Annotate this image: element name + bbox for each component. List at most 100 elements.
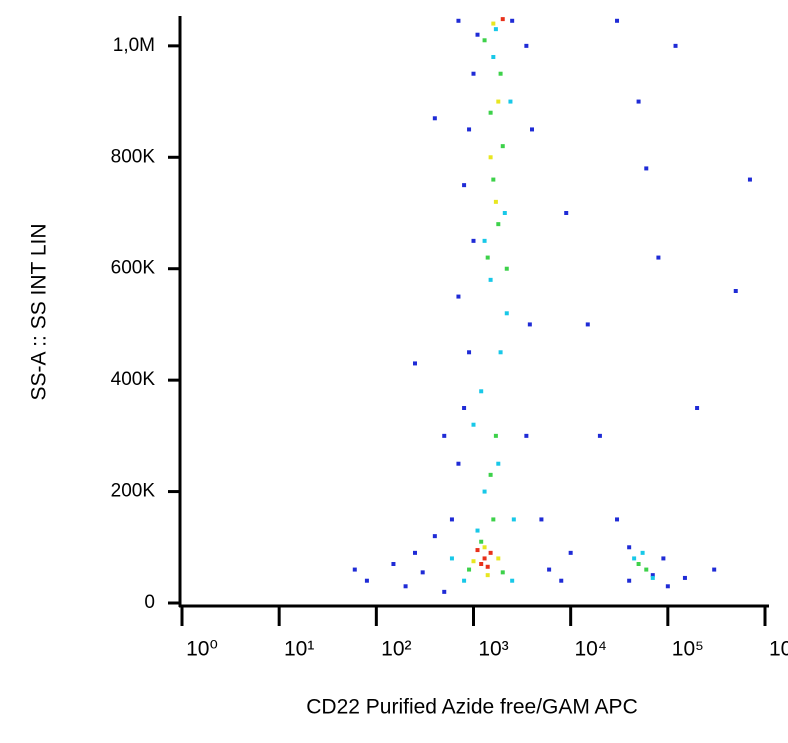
x-axis-label: CD22 Purified Azide free/GAM APC xyxy=(306,696,637,719)
point xyxy=(475,32,480,37)
point xyxy=(485,255,490,260)
point xyxy=(650,573,655,578)
point xyxy=(449,517,454,522)
point xyxy=(597,433,602,438)
point xyxy=(403,584,408,589)
point xyxy=(391,562,396,566)
point xyxy=(456,461,461,466)
point xyxy=(467,350,472,355)
point xyxy=(432,534,437,539)
point xyxy=(644,567,649,572)
point xyxy=(627,578,632,583)
point xyxy=(491,21,496,26)
point xyxy=(650,575,655,580)
point xyxy=(364,578,369,583)
point xyxy=(673,43,678,48)
point xyxy=(482,489,487,494)
point xyxy=(482,545,487,550)
point xyxy=(661,556,666,561)
point xyxy=(585,322,590,327)
point xyxy=(412,361,417,366)
point xyxy=(502,211,507,215)
point xyxy=(500,570,505,575)
point xyxy=(695,406,700,410)
point xyxy=(527,322,532,327)
x-tick-label: 10⁶ xyxy=(769,638,788,661)
point xyxy=(564,211,569,215)
point xyxy=(498,350,503,355)
point xyxy=(539,517,544,522)
point xyxy=(733,289,738,293)
point xyxy=(456,294,461,299)
point xyxy=(488,155,493,160)
point xyxy=(530,127,535,132)
point xyxy=(510,578,515,583)
point xyxy=(615,517,620,522)
point xyxy=(636,99,641,104)
point xyxy=(496,222,501,227)
point xyxy=(615,18,620,23)
point xyxy=(471,71,476,76)
point xyxy=(627,545,632,550)
point xyxy=(493,433,498,438)
point xyxy=(504,266,509,271)
point xyxy=(485,573,490,578)
x-tick-label: 10² xyxy=(381,638,411,661)
point xyxy=(488,472,493,477)
point xyxy=(491,517,496,522)
point xyxy=(491,55,496,59)
point xyxy=(471,559,476,564)
point xyxy=(420,570,425,575)
y-tick-label: 0 xyxy=(144,592,155,613)
point xyxy=(442,589,447,594)
point xyxy=(712,567,717,572)
point xyxy=(504,311,509,316)
point xyxy=(568,550,573,555)
point xyxy=(479,389,484,394)
point xyxy=(640,550,645,555)
y-tick-label: 200K xyxy=(111,481,156,502)
point xyxy=(475,548,480,553)
y-axis-label: SS-A :: SS INT LIN xyxy=(28,223,51,400)
y-tick-label: 400K xyxy=(111,369,156,390)
point xyxy=(496,556,501,561)
point xyxy=(496,99,501,104)
point xyxy=(488,277,493,282)
point xyxy=(524,43,529,48)
point xyxy=(656,255,661,260)
y-tick-label: 1,0M xyxy=(113,35,155,56)
x-tick-label: 10⁵ xyxy=(672,638,704,661)
point xyxy=(449,556,454,561)
point xyxy=(462,183,467,188)
point xyxy=(462,406,467,410)
point xyxy=(498,71,503,76)
point xyxy=(482,238,487,243)
point xyxy=(493,199,498,204)
point xyxy=(665,584,670,589)
point xyxy=(491,177,496,182)
point xyxy=(493,27,498,32)
point xyxy=(511,517,516,522)
point xyxy=(479,539,484,544)
point xyxy=(488,550,493,555)
point xyxy=(547,567,552,572)
x-tick-label: 10¹ xyxy=(284,638,314,661)
point xyxy=(496,461,501,466)
point xyxy=(747,177,752,182)
point xyxy=(432,116,437,121)
point xyxy=(412,550,417,555)
x-tick-label: 10⁰ xyxy=(186,638,218,661)
point xyxy=(471,422,476,427)
point xyxy=(456,18,461,23)
point xyxy=(467,127,472,132)
point xyxy=(352,567,357,572)
y-tick-label: 600K xyxy=(111,258,156,279)
point xyxy=(479,562,484,566)
point xyxy=(682,575,687,580)
point xyxy=(559,578,564,583)
y-tick-label: 800K xyxy=(111,146,156,167)
point xyxy=(485,564,490,569)
point xyxy=(632,556,637,561)
